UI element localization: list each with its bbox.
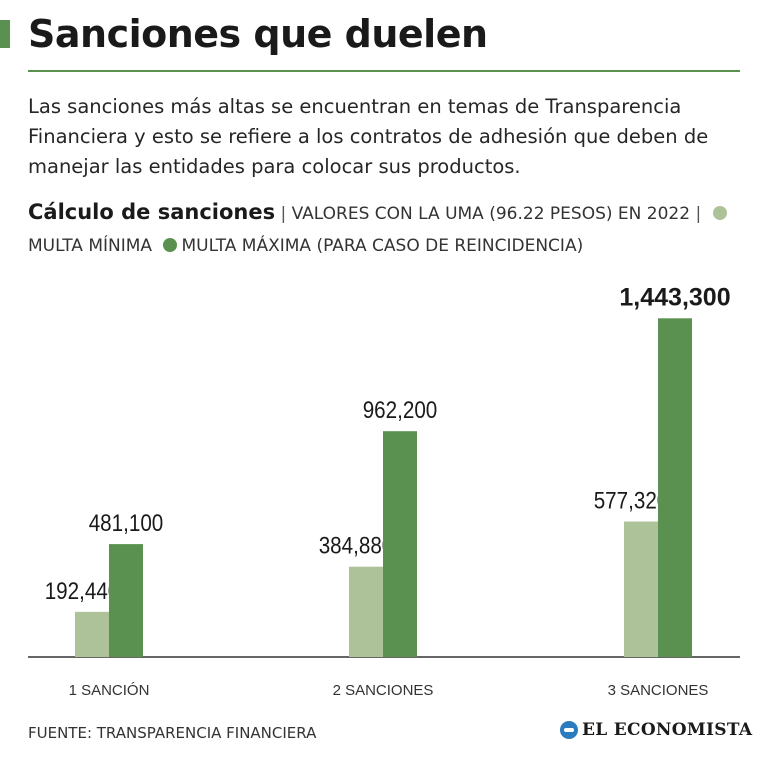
label-min-2: 384,880 <box>319 532 394 559</box>
legend-min-label: MULTA MÍNIMA <box>28 236 153 256</box>
bar-max-1 <box>109 544 143 657</box>
bar-max-3 <box>658 318 692 657</box>
source-note: FUENTE: TRANSPARENCIA FINANCIERA <box>28 724 317 742</box>
legend-max-label: MULTA MÁXIMA (PARA CASO DE REINCIDENCIA) <box>181 236 584 256</box>
label-max-1: 481,100 <box>89 510 164 537</box>
page-title: Sanciones que duelen <box>28 12 488 56</box>
intro-text: Las sanciones más altas se encuentran en… <box>28 95 709 178</box>
title-divider <box>28 70 740 72</box>
chart-title: Cálculo de sanciones <box>28 200 276 224</box>
bar-max-2 <box>383 431 417 657</box>
title-accent-bar <box>0 20 10 48</box>
label-max-3: 1,443,300 <box>619 283 730 311</box>
bar-min-3 <box>624 521 658 657</box>
bar-min-2 <box>349 566 383 657</box>
brand-name: EL ECONOMISTA <box>582 720 753 740</box>
legend-min-swatch <box>712 206 727 220</box>
chart-subtitle: Cálculo de sanciones | VALORES CON LA UM… <box>28 196 740 262</box>
legend-separator: | <box>695 204 702 224</box>
chart-subtitle-detail: VALORES CON LA UMA (96.22 PESOS) EN 2022 <box>291 204 691 224</box>
label-min-1: 192,440 <box>45 577 120 604</box>
brand-mark-icon <box>560 721 578 739</box>
legend-max-swatch <box>163 238 178 252</box>
subtitle-separator: | <box>280 204 287 224</box>
bar-chart: 192,440 481,100 1 SANCIÓN 384,880 962,200 2 S… <box>28 283 740 699</box>
label-max-2: 962,200 <box>363 397 438 424</box>
brand-logo: EL ECONOMISTA <box>560 720 752 740</box>
category-label-2: 2 SANCIONES <box>333 682 434 699</box>
label-min-3: 577,320 <box>594 487 669 514</box>
category-label-3: 3 SANCIONES <box>608 682 709 699</box>
category-label-1: 1 SANCIÓN <box>69 682 150 699</box>
bar-min-1 <box>75 611 109 657</box>
